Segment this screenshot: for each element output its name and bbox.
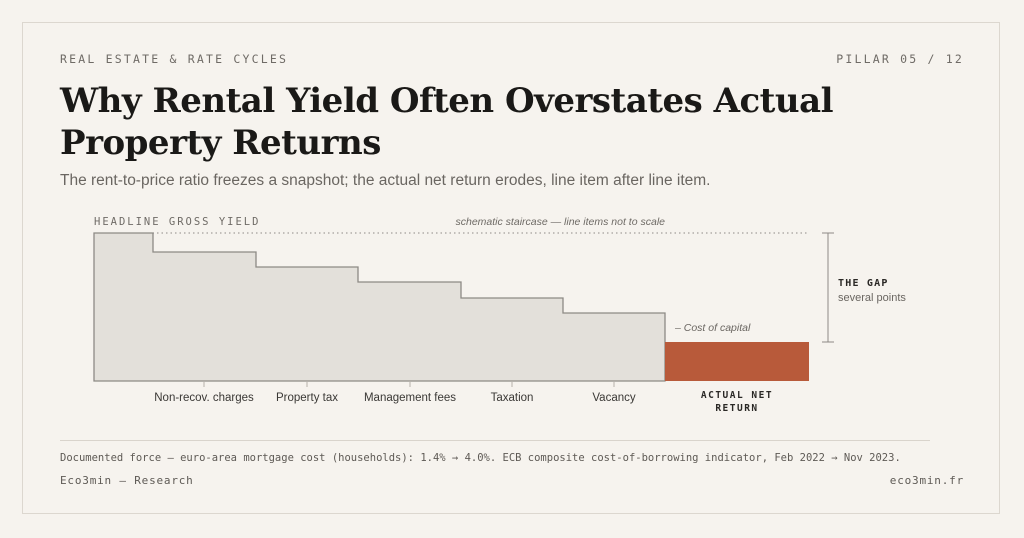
actual-net-return-bar — [665, 342, 809, 381]
brand-credit: Eco3min — Research — [60, 474, 194, 487]
step-label-taxation: Taxation — [491, 392, 534, 404]
source-footnote: Documented force — euro-area mortgage co… — [60, 452, 901, 464]
erosion-staircase — [93, 232, 666, 382]
actual-net-return-label-line2: RETURN — [715, 403, 758, 414]
actual-net-return-label-line1: ACTUAL NET — [701, 390, 773, 401]
cost-of-capital-label: – Cost of capital — [674, 322, 751, 334]
step-label-vacancy: Vacancy — [592, 392, 636, 404]
step-label-non-recoverable-charges: Non-recov. charges — [154, 392, 254, 404]
gap-sublabel: several points — [838, 292, 906, 304]
gap-label: THE GAP — [838, 278, 889, 289]
card-frame — [22, 22, 1000, 514]
gap-bracket — [822, 232, 834, 343]
section-kicker: REAL ESTATE & RATE CYCLES — [60, 52, 289, 66]
footer-divider — [60, 440, 930, 441]
scale-note: schematic staircase — line items not to … — [456, 216, 666, 228]
pillar-counter: PILLAR 05 / 12 — [836, 52, 964, 66]
site-link[interactable]: eco3min.fr — [889, 474, 964, 487]
step-label-management-fees: Management fees — [364, 392, 456, 404]
headline-yield-label: HEADLINE GROSS YIELD — [94, 216, 260, 228]
page-subtitle: The rent-to-price ratio freezes a snapsh… — [60, 172, 711, 189]
page-title: Why Rental Yield Often Overstates Actual… — [60, 81, 834, 163]
step-label-property-tax: Property tax — [276, 392, 338, 404]
